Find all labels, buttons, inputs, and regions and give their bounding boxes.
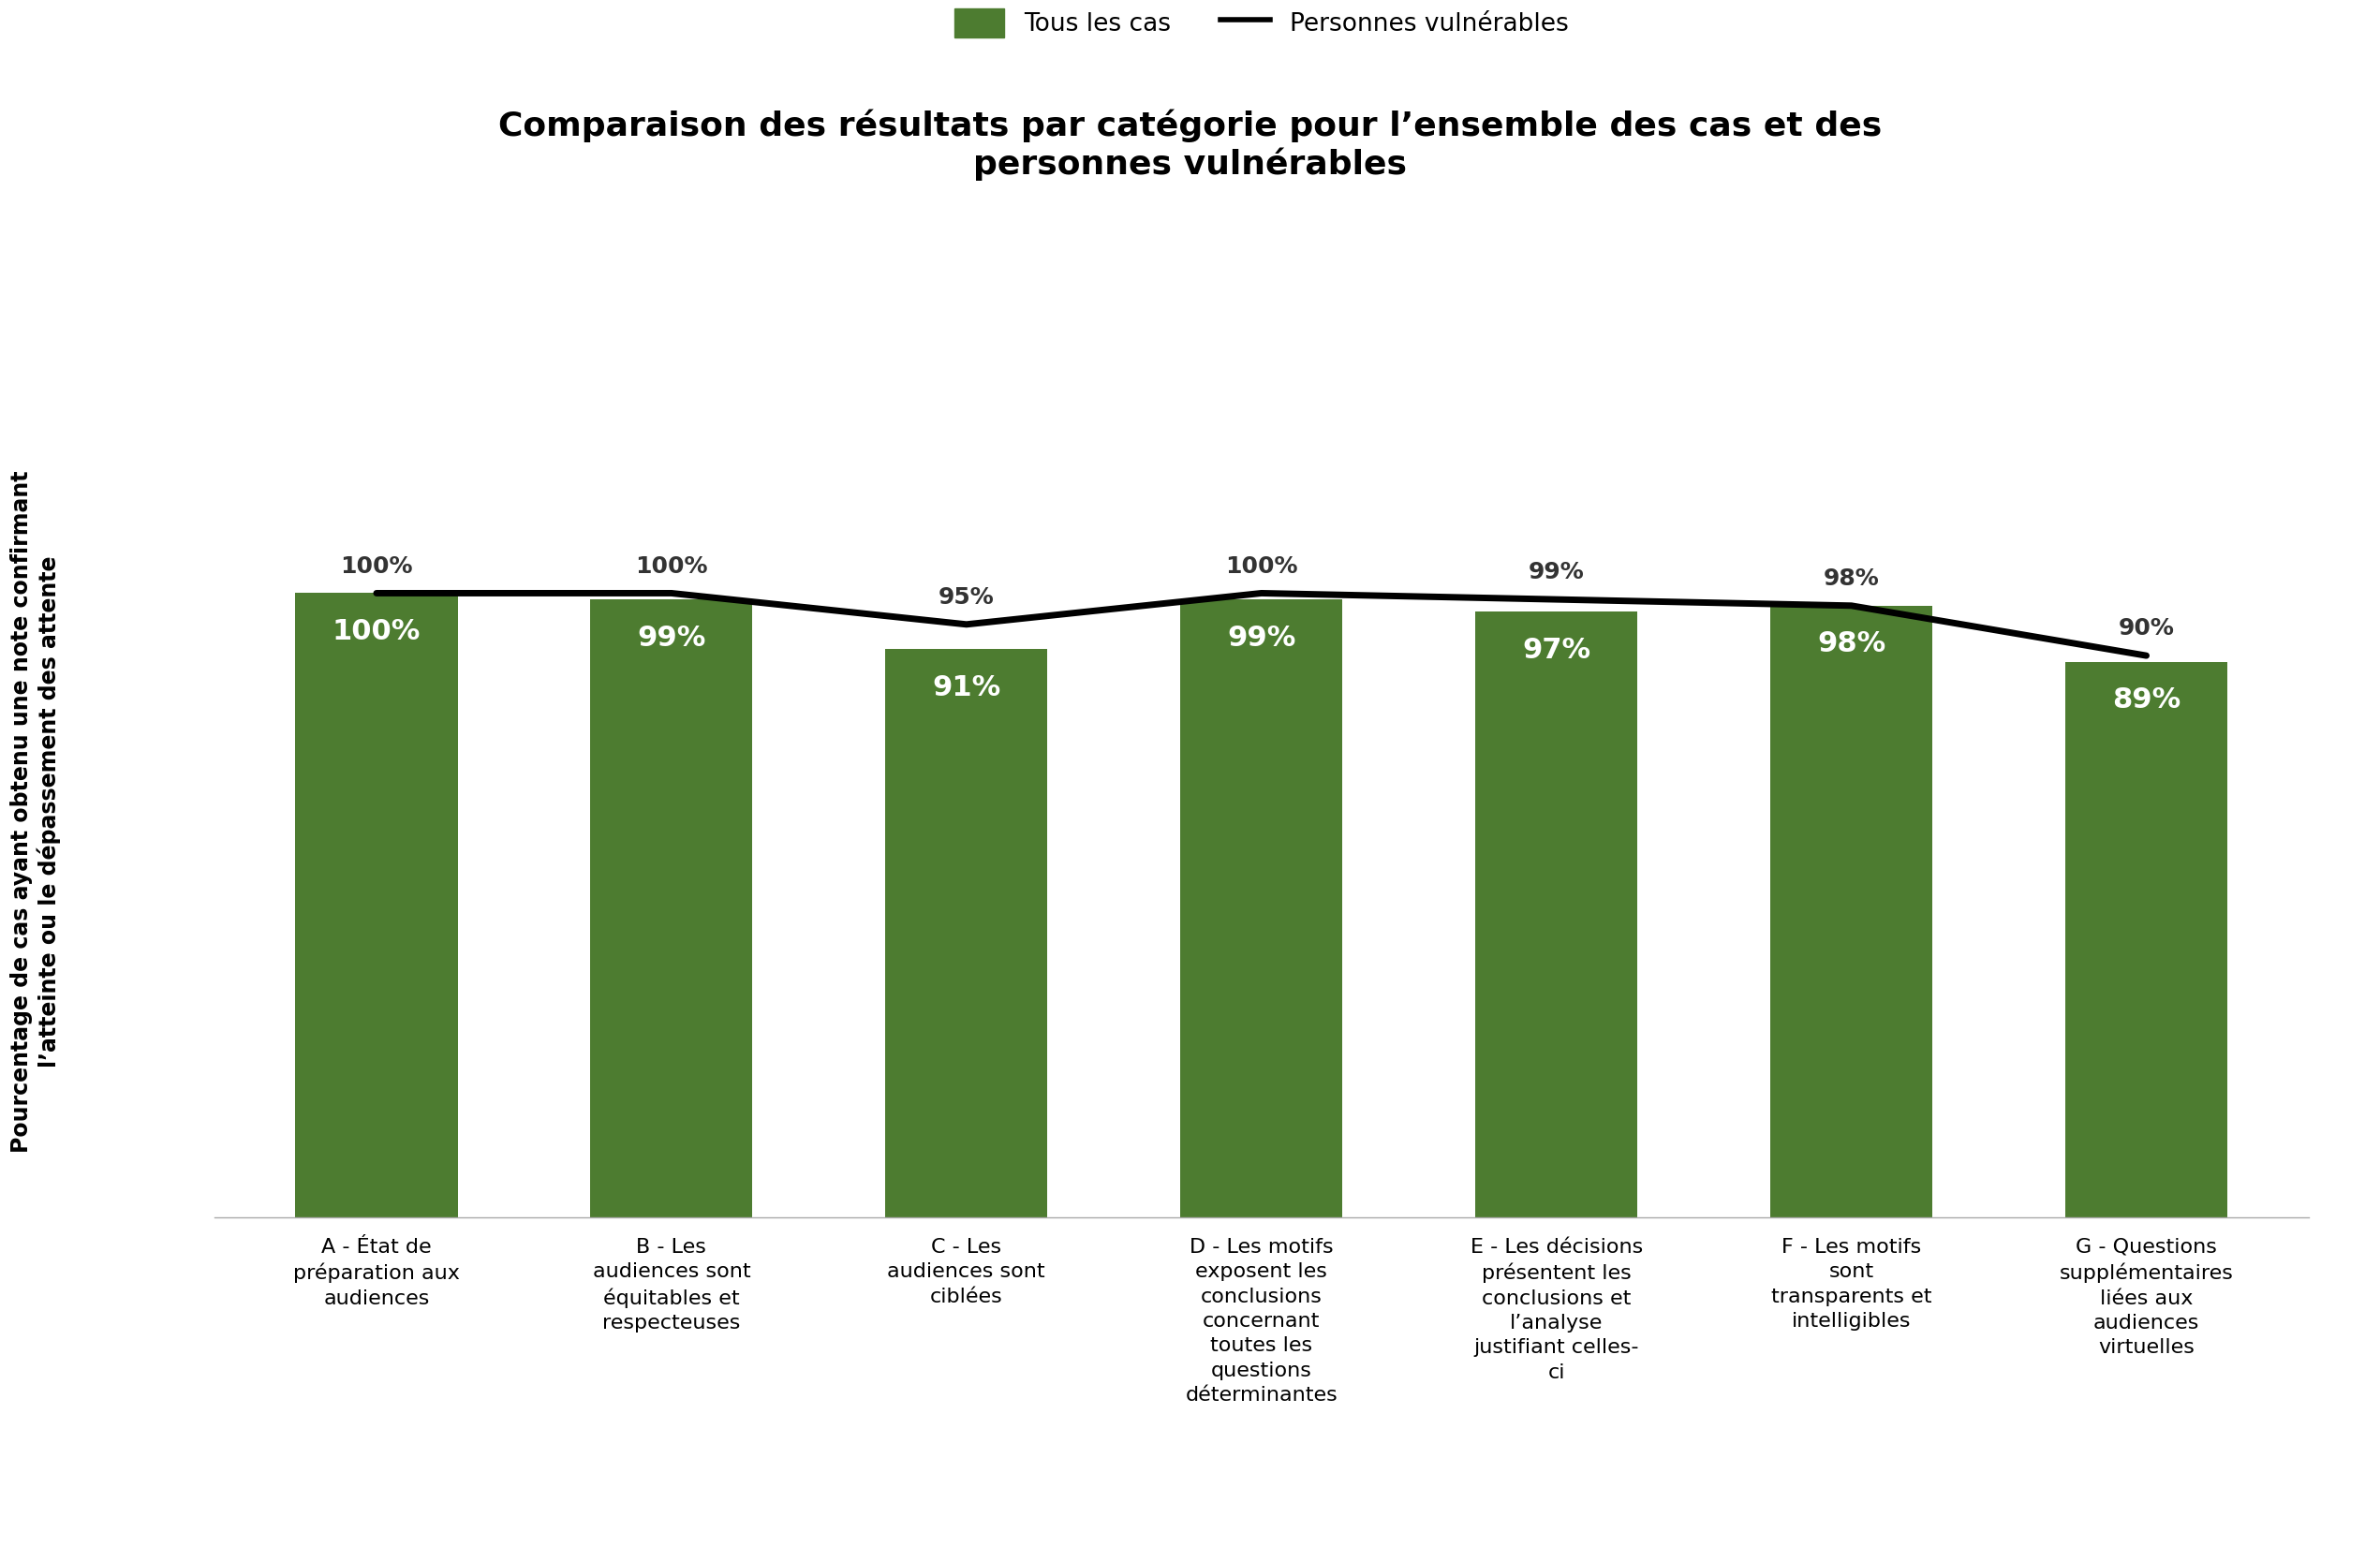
Text: 91%: 91% — [933, 674, 1000, 701]
Bar — [1476, 612, 1637, 1218]
Bar — [1180, 599, 1342, 1218]
Text: 98%: 98% — [1816, 631, 1885, 657]
Bar — [295, 593, 457, 1218]
Text: 99%: 99% — [1528, 562, 1585, 584]
Text: 95%: 95% — [938, 587, 995, 609]
Text: 90%: 90% — [2118, 618, 2175, 640]
Bar — [1771, 606, 1933, 1218]
Text: 99%: 99% — [638, 624, 707, 651]
Bar — [590, 599, 752, 1218]
Text: 89%: 89% — [2111, 687, 2180, 713]
Text: 100%: 100% — [1226, 556, 1297, 578]
Text: 100%: 100% — [635, 556, 707, 578]
Text: Pourcentage de cas ayant obtenu une note confirmant
l’atteinte ou le dépassement: Pourcentage de cas ayant obtenu une note… — [10, 470, 62, 1154]
Text: 100%: 100% — [333, 618, 421, 645]
Text: Comparaison des résultats par catégorie pour l’ensemble des cas et des
personnes: Comparaison des résultats par catégorie … — [497, 109, 1883, 181]
Text: 99%: 99% — [1228, 624, 1295, 651]
Bar — [885, 649, 1047, 1218]
Text: 97%: 97% — [1523, 637, 1590, 663]
Text: 100%: 100% — [340, 556, 412, 578]
Text: 98%: 98% — [1823, 568, 1880, 590]
Bar — [2066, 662, 2228, 1218]
Legend: Tous les cas, Personnes vulnérables: Tous les cas, Personnes vulnérables — [942, 0, 1580, 50]
